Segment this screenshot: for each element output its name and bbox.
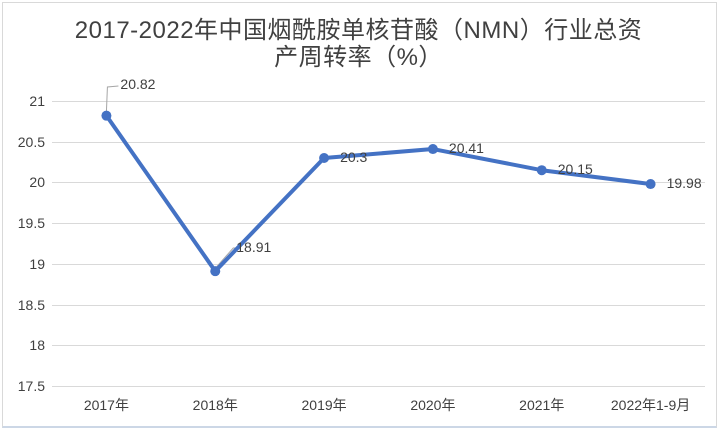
- y-tick-label: 19: [29, 255, 45, 272]
- data-label: 20.41: [448, 140, 484, 157]
- chart-title-line-2: 产周转率（%）: [274, 44, 443, 71]
- y-tick-label: 21: [29, 93, 45, 109]
- data-label: 19.98: [666, 175, 702, 192]
- data-label: 18.91: [236, 239, 272, 256]
- data-label: 20.82: [120, 75, 156, 92]
- y-tick-label: 20.5: [17, 133, 45, 150]
- chart-title-line-1: 2017-2022年中国烟酰胺单核苷酸（NMN）行业总资: [74, 17, 643, 44]
- x-tick-label: 2022年1-9月: [610, 397, 691, 413]
- data-point-marker: [319, 153, 330, 163]
- data-point-marker: [645, 179, 656, 190]
- data-point-marker: [210, 266, 221, 277]
- x-tick-label: 2018年: [192, 397, 238, 413]
- y-tick-label: 17.5: [17, 378, 45, 394]
- x-tick-label: 2021年: [519, 397, 565, 413]
- y-tick-label: 19.5: [17, 215, 45, 232]
- x-tick-label: 2020年: [410, 397, 456, 413]
- data-label: 20.3: [340, 149, 368, 165]
- data-label: 20.15: [557, 161, 593, 178]
- data-point-marker: [536, 165, 547, 176]
- chart-title: 2017-2022年中国烟酰胺单核苷酸（NMN）行业总资 产周转率（%）: [0, 17, 717, 71]
- y-tick-label: 18: [29, 337, 45, 354]
- data-point-marker: [427, 144, 438, 155]
- data-point-marker: [101, 110, 112, 121]
- y-tick-label: 20: [29, 174, 45, 191]
- data-label-leader-line: [105, 85, 119, 112]
- y-tick-label: 18.5: [17, 296, 45, 313]
- x-tick-label: 2019年: [301, 397, 347, 413]
- series-line: [104, 113, 653, 274]
- x-tick-label: 2017年: [83, 397, 129, 413]
- chart-border: [2, 2, 717, 428]
